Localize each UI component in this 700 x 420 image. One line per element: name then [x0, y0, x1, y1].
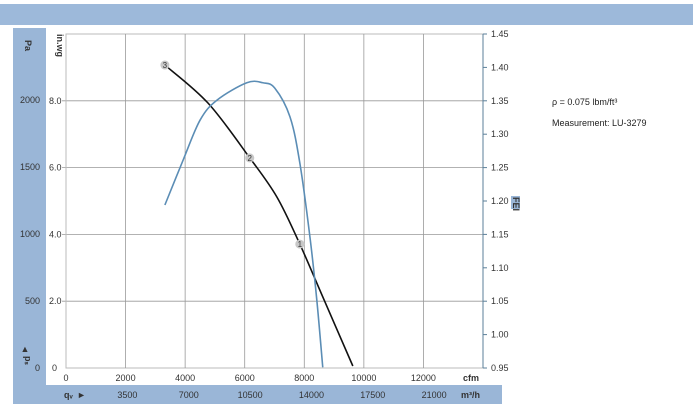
m3h-tick-label: 14000: [299, 390, 324, 400]
x-axis-label: cfm: [463, 373, 479, 383]
pa-tick-label: 1500: [20, 162, 40, 172]
inwg-tick-label: 4.0: [49, 229, 62, 239]
pa-tick-label: 2000: [20, 95, 40, 105]
fei-tick-label: 1.20: [491, 196, 509, 206]
fei-tick-label: 1.15: [491, 229, 509, 239]
m3h-tick-label: 3500: [117, 390, 137, 400]
x-tick-label: 4000: [175, 373, 195, 383]
operating-point-label: 3: [163, 61, 168, 70]
measurement-note: Measurement: LU-3279: [552, 118, 647, 128]
x-tick-label: 8000: [294, 373, 314, 383]
inwg-tick-label: 0: [52, 363, 57, 373]
density-note: ρ = 0.075 lbm/ft³: [552, 97, 618, 107]
operating-point-label: 1: [298, 240, 303, 249]
fei-tick-label: 1.05: [491, 296, 509, 306]
fei-curve: [164, 80, 324, 368]
x-tick-label: 12000: [411, 373, 436, 383]
fei-tick-label: 0.95: [491, 363, 509, 373]
x-tick-label: 6000: [235, 373, 255, 383]
pa-axis-label: Pa: [23, 40, 33, 52]
fei-axis-label: FEI: [511, 197, 521, 211]
operating-point-2: [245, 153, 255, 163]
fei-tick-label: 1.10: [491, 263, 509, 273]
m3h-tick-label: 21000: [422, 390, 447, 400]
fei-tick-label: 1.25: [491, 163, 509, 173]
operating-point-3: [160, 60, 170, 70]
x-tick-label: 0: [63, 373, 68, 383]
m3h-tick-label: 17500: [360, 390, 385, 400]
operating-point-1: [295, 239, 305, 249]
plot-frame: [65, 33, 484, 369]
pa-axis-panel: [13, 28, 46, 396]
inwg-tick-label: 2.0: [49, 296, 62, 306]
operating-point-label: 2: [248, 154, 253, 163]
m3h-axis-panel: [13, 385, 502, 404]
pressure-curve: [164, 64, 354, 367]
qv-symbol: qᵥ: [64, 390, 73, 400]
m3h-tick-label: 7000: [179, 390, 199, 400]
x-tick-label: 10000: [351, 373, 376, 383]
inwg-axis-label: in.wg: [55, 34, 65, 57]
pa-tick-label: 500: [25, 296, 40, 306]
inwg-tick-label: 6.0: [49, 163, 62, 173]
fei-tick-label: 1.35: [491, 96, 509, 106]
ps-symbol: pₛ: [23, 356, 33, 365]
header-bar: [0, 4, 693, 25]
m3h-axis-label: m³/h: [461, 390, 480, 400]
m3h-tick-label: 10500: [238, 390, 263, 400]
fei-tick-label: 1.45: [491, 29, 509, 39]
ps-arrow: ▲: [21, 344, 30, 354]
fei-label-bg: [511, 196, 520, 209]
x-tick-label: 2000: [116, 373, 136, 383]
qv-arrow: ►: [77, 390, 86, 400]
fei-tick-label: 1.40: [491, 62, 509, 72]
pa-tick-label: 1000: [20, 229, 40, 239]
fei-tick-label: 1.00: [491, 330, 509, 340]
fei-tick-label: 1.30: [491, 129, 509, 139]
inwg-tick-label: 8.0: [49, 96, 62, 106]
pa-tick-label: 0: [35, 363, 40, 373]
